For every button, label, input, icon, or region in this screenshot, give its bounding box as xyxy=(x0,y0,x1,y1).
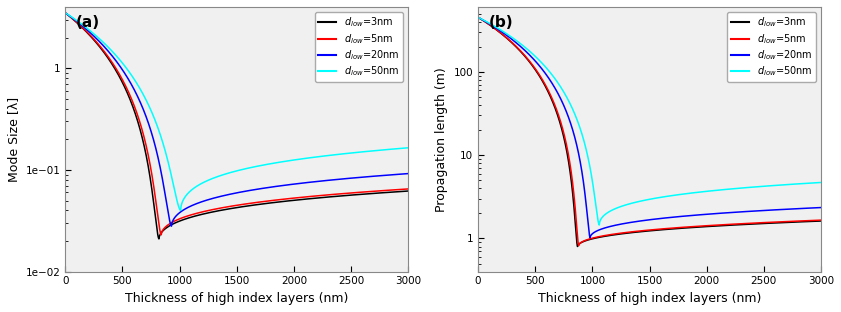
Text: (a): (a) xyxy=(76,15,99,30)
X-axis label: Thickness of high index layers (nm): Thickness of high index layers (nm) xyxy=(125,292,348,305)
X-axis label: Thickness of high index layers (nm): Thickness of high index layers (nm) xyxy=(538,292,761,305)
Y-axis label: Propagation length (m): Propagation length (m) xyxy=(435,67,448,212)
Text: (b): (b) xyxy=(489,15,513,30)
Legend: $d_{low}$=3nm, $d_{low}$=5nm, $d_{low}$=20nm, $d_{low}$=50nm: $d_{low}$=3nm, $d_{low}$=5nm, $d_{low}$=… xyxy=(727,12,816,82)
Legend: $d_{low}$=3nm, $d_{low}$=5nm, $d_{low}$=20nm, $d_{low}$=50nm: $d_{low}$=3nm, $d_{low}$=5nm, $d_{low}$=… xyxy=(315,12,403,82)
Y-axis label: Mode Size [λ]: Mode Size [λ] xyxy=(7,97,20,182)
